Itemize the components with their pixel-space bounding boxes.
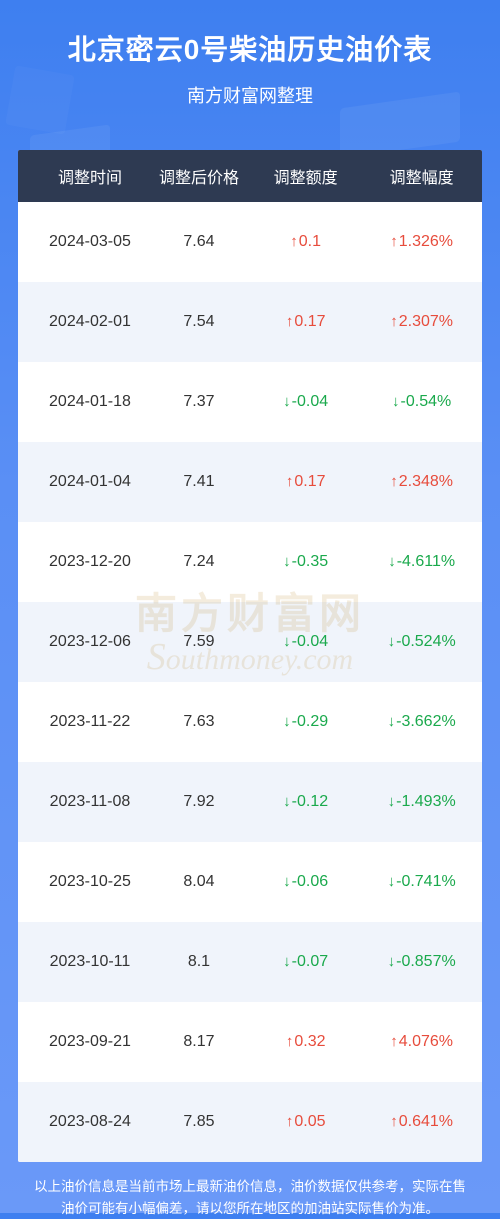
cell-amount: ↑0.05 <box>250 1099 361 1145</box>
arrow-down-icon: ↓ <box>283 553 291 570</box>
cell-date: 2023-10-25 <box>18 859 148 905</box>
arrow-down-icon: ↓ <box>283 393 291 410</box>
table-row: 2023-09-218.17↑0.32↑4.076% <box>18 1002 482 1082</box>
cell-date: 2023-11-08 <box>18 779 148 825</box>
arrow-up-icon: ↑ <box>286 1033 294 1050</box>
cell-price: 8.04 <box>148 859 250 905</box>
cell-amount: ↑0.17 <box>250 459 361 505</box>
cell-date: 2024-02-01 <box>18 299 148 345</box>
cell-percent: ↓-1.493% <box>361 779 482 825</box>
table-row: 2024-02-017.54↑0.17↑2.307% <box>18 282 482 362</box>
page-subtitle: 南方财富网整理 <box>20 82 480 108</box>
cell-date: 2023-11-22 <box>18 699 148 745</box>
cell-percent: ↓-0.54% <box>361 379 482 425</box>
cell-date: 2023-09-21 <box>18 1019 148 1065</box>
cell-percent: ↓-0.741% <box>361 859 482 905</box>
cell-price: 8.17 <box>148 1019 250 1065</box>
arrow-down-icon: ↓ <box>283 953 291 970</box>
cell-price: 7.92 <box>148 779 250 825</box>
cell-amount: ↑0.17 <box>250 299 361 345</box>
arrow-up-icon: ↑ <box>390 1033 398 1050</box>
table-body: 2024-03-057.64↑0.1↑1.326%2024-02-017.54↑… <box>18 202 482 1162</box>
cell-price: 7.63 <box>148 699 250 745</box>
table-row: 2024-01-047.41↑0.17↑2.348% <box>18 442 482 522</box>
cell-percent: ↓-3.662% <box>361 699 482 745</box>
cell-date: 2023-12-20 <box>18 539 148 585</box>
header: 北京密云0号柴油历史油价表 南方财富网整理 <box>0 0 500 128</box>
cell-amount: ↓-0.07 <box>250 939 361 985</box>
cell-percent: ↑1.326% <box>361 219 482 265</box>
cell-price: 8.1 <box>148 939 250 985</box>
cell-amount: ↓-0.29 <box>250 699 361 745</box>
cell-percent: ↑2.307% <box>361 299 482 345</box>
arrow-down-icon: ↓ <box>283 633 291 650</box>
arrow-up-icon: ↑ <box>286 313 294 330</box>
arrow-up-icon: ↑ <box>286 1113 294 1130</box>
col-header-date: 调整时间 <box>18 150 148 202</box>
col-header-percent: 调整幅度 <box>361 150 482 202</box>
cell-percent: ↓-0.857% <box>361 939 482 985</box>
arrow-down-icon: ↓ <box>388 873 396 890</box>
arrow-down-icon: ↓ <box>283 713 291 730</box>
table-row: 2023-12-067.59↓-0.04↓-0.524% <box>18 602 482 682</box>
table-row: 2023-08-247.85↑0.05↑0.641% <box>18 1082 482 1162</box>
arrow-up-icon: ↑ <box>390 233 398 250</box>
cell-price: 7.37 <box>148 379 250 425</box>
table-row: 2023-12-207.24↓-0.35↓-4.611% <box>18 522 482 602</box>
cell-price: 7.85 <box>148 1099 250 1145</box>
arrow-down-icon: ↓ <box>388 633 396 650</box>
arrow-down-icon: ↓ <box>283 793 291 810</box>
arrow-down-icon: ↓ <box>388 793 396 810</box>
table-row: 2024-03-057.64↑0.1↑1.326% <box>18 202 482 282</box>
arrow-up-icon: ↑ <box>390 313 398 330</box>
arrow-up-icon: ↑ <box>290 233 298 250</box>
table-row: 2023-10-118.1↓-0.07↓-0.857% <box>18 922 482 1002</box>
cell-price: 7.41 <box>148 459 250 505</box>
table-row: 2023-11-227.63↓-0.29↓-3.662% <box>18 682 482 762</box>
cell-percent: ↓-4.611% <box>361 539 482 585</box>
arrow-up-icon: ↑ <box>286 473 294 490</box>
cell-amount: ↑0.32 <box>250 1019 361 1065</box>
arrow-up-icon: ↑ <box>390 473 398 490</box>
cell-amount: ↓-0.35 <box>250 539 361 585</box>
page-title: 北京密云0号柴油历史油价表 <box>20 28 480 68</box>
arrow-down-icon: ↓ <box>392 393 400 410</box>
col-header-amount: 调整额度 <box>250 150 361 202</box>
cell-price: 7.54 <box>148 299 250 345</box>
arrow-down-icon: ↓ <box>283 873 291 890</box>
table-row: 2023-10-258.04↓-0.06↓-0.741% <box>18 842 482 922</box>
table-row: 2023-11-087.92↓-0.12↓-1.493% <box>18 762 482 842</box>
cell-date: 2024-01-04 <box>18 459 148 505</box>
cell-price: 7.24 <box>148 539 250 585</box>
table-header-row: 调整时间 调整后价格 调整额度 调整幅度 <box>18 150 482 202</box>
cell-amount: ↓-0.04 <box>250 379 361 425</box>
cell-percent: ↑4.076% <box>361 1019 482 1065</box>
cell-date: 2023-08-24 <box>18 1099 148 1145</box>
cell-amount: ↓-0.04 <box>250 619 361 665</box>
cell-percent: ↑2.348% <box>361 459 482 505</box>
arrow-up-icon: ↑ <box>390 1113 398 1130</box>
cell-amount: ↑0.1 <box>250 219 361 265</box>
cell-percent: ↑0.641% <box>361 1099 482 1145</box>
cell-date: 2023-10-11 <box>18 939 148 985</box>
cell-amount: ↓-0.12 <box>250 779 361 825</box>
cell-date: 2024-01-18 <box>18 379 148 425</box>
arrow-down-icon: ↓ <box>388 953 396 970</box>
price-table: 调整时间 调整后价格 调整额度 调整幅度 2024-03-057.64↑0.1↑… <box>18 150 482 1162</box>
footer-note: 以上油价信息是当前市场上最新油价信息，油价数据仅供参考，实际在售油价可能有小幅偏… <box>0 1162 500 1219</box>
cell-date: 2024-03-05 <box>18 219 148 265</box>
cell-amount: ↓-0.06 <box>250 859 361 905</box>
arrow-down-icon: ↓ <box>388 553 396 570</box>
cell-price: 7.59 <box>148 619 250 665</box>
cell-percent: ↓-0.524% <box>361 619 482 665</box>
cell-date: 2023-12-06 <box>18 619 148 665</box>
col-header-price: 调整后价格 <box>148 150 250 202</box>
table-row: 2024-01-187.37↓-0.04↓-0.54% <box>18 362 482 442</box>
cell-price: 7.64 <box>148 219 250 265</box>
arrow-down-icon: ↓ <box>388 713 396 730</box>
